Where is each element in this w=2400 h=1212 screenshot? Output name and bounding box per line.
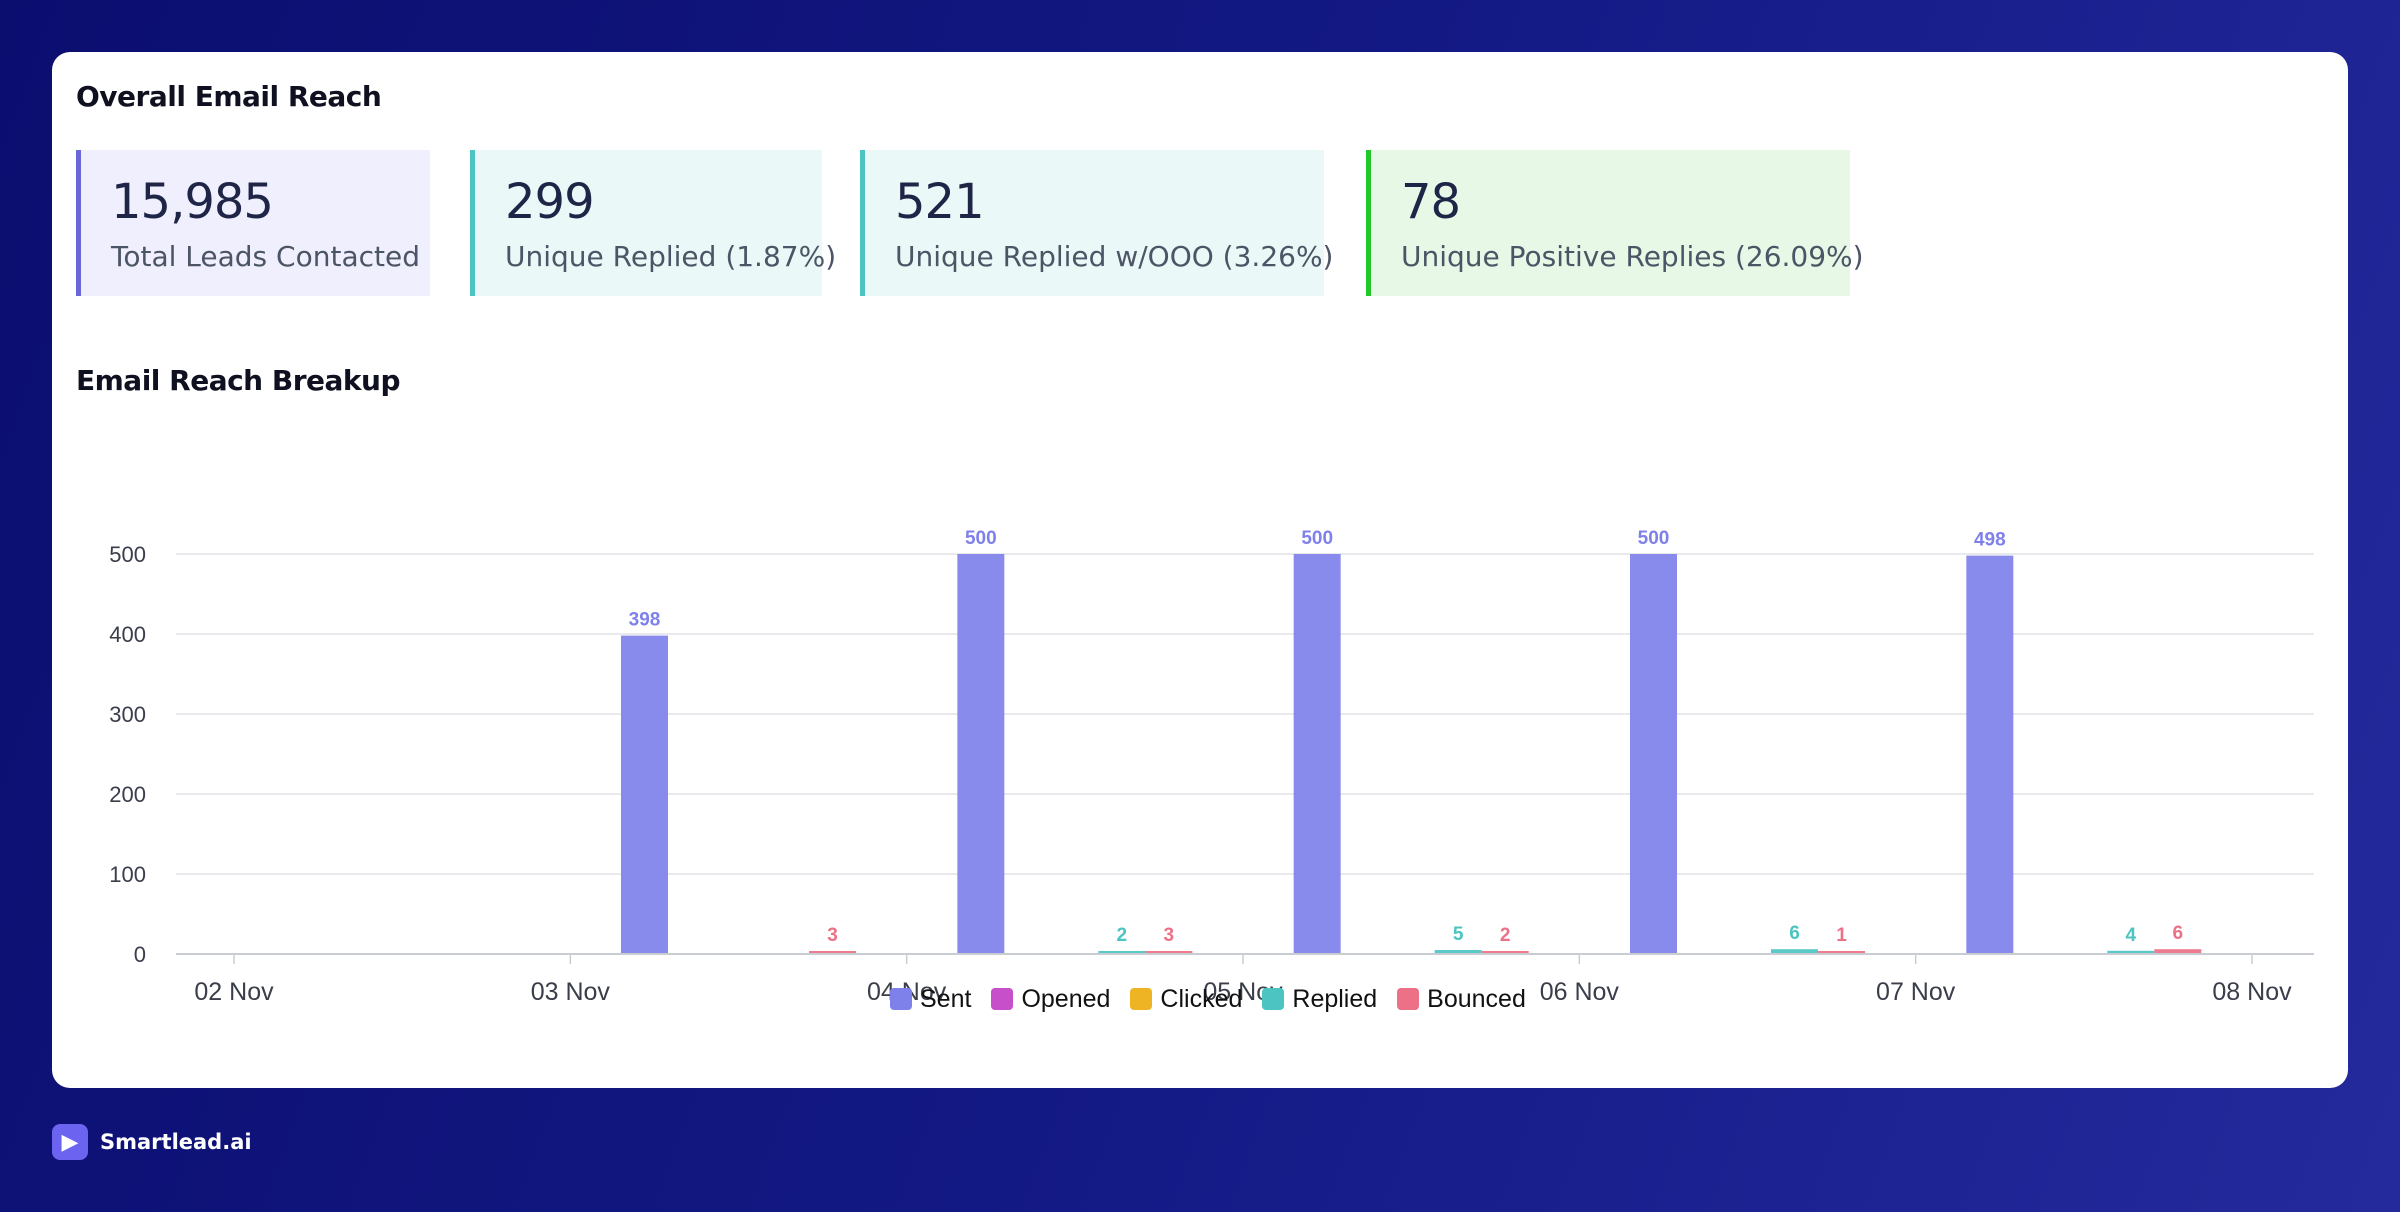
stat-label: Unique Replied w/OOO (3.26%) bbox=[895, 240, 1334, 273]
data-label: 5 bbox=[1453, 924, 1464, 945]
x-tick-label: 07 Nov bbox=[1876, 978, 1956, 1006]
legend-swatch bbox=[1130, 988, 1153, 1010]
bar-sent bbox=[1630, 554, 1677, 954]
x-tick-label: 08 Nov bbox=[2212, 978, 2292, 1006]
legend-label: Opened bbox=[1021, 984, 1111, 1013]
chart-legend: Sent Opened Clicked Replied Bounced bbox=[890, 982, 1546, 1016]
legend-item-replied[interactable]: Replied bbox=[1262, 985, 1377, 1014]
bar-replied bbox=[2107, 950, 2155, 954]
y-tick-label: 300 bbox=[109, 702, 146, 727]
stat-value: 521 bbox=[895, 174, 985, 230]
data-label: 398 bbox=[629, 610, 661, 631]
x-tick-label: 02 Nov bbox=[194, 978, 274, 1006]
stat-positive-replies: 78 Unique Positive Replies (26.09%) bbox=[1366, 150, 1864, 296]
y-tick-label: 100 bbox=[109, 862, 146, 887]
data-label: 2 bbox=[1117, 925, 1128, 946]
brand: ▶ Smartlead.ai bbox=[52, 1124, 252, 1160]
megaphone-icon: ▶ bbox=[52, 1124, 88, 1160]
legend-item-clicked[interactable]: Clicked bbox=[1130, 985, 1242, 1014]
y-tick-label: 200 bbox=[109, 782, 146, 807]
x-tick-label: 03 Nov bbox=[531, 978, 611, 1006]
data-label: 4 bbox=[2126, 925, 2137, 946]
stat-label: Unique Replied (1.87%) bbox=[505, 240, 837, 273]
legend-item-bounced[interactable]: Bounced bbox=[1397, 985, 1526, 1014]
legend-swatch bbox=[1262, 988, 1285, 1010]
bar-sent bbox=[957, 554, 1005, 954]
data-label: 3 bbox=[827, 925, 838, 946]
data-label: 500 bbox=[965, 528, 997, 549]
legend-swatch bbox=[890, 988, 912, 1010]
stat-label: Total Leads Contacted bbox=[111, 240, 420, 273]
email-reach-card: Overall Email Reach 15,985 Total Leads C… bbox=[52, 52, 2348, 1088]
breakup-title: Email Reach Breakup bbox=[76, 364, 401, 397]
stat-label: Unique Positive Replies (26.09%) bbox=[1401, 240, 1864, 273]
legend-swatch bbox=[1397, 988, 1420, 1010]
bar-replied bbox=[1098, 951, 1146, 954]
legend-item-opened[interactable]: Opened bbox=[991, 985, 1110, 1014]
data-label: 6 bbox=[2173, 923, 2184, 944]
data-label: 6 bbox=[1789, 923, 1800, 944]
stat-value: 78 bbox=[1401, 174, 1461, 230]
bar-bounced bbox=[2154, 949, 2202, 954]
data-label: 2 bbox=[1500, 925, 1511, 946]
stat-value: 15,985 bbox=[111, 174, 274, 230]
y-tick-label: 400 bbox=[109, 622, 146, 647]
bar-bounced bbox=[1481, 951, 1529, 954]
legend-label: Bounced bbox=[1427, 984, 1526, 1013]
y-tick-label: 500 bbox=[109, 542, 146, 567]
stat-unique-replied: 299 Unique Replied (1.87%) bbox=[470, 150, 836, 296]
y-tick-label: 0 bbox=[134, 942, 146, 967]
legend-label: Replied bbox=[1292, 984, 1378, 1013]
bar-bounced bbox=[1145, 951, 1193, 954]
data-label: 1 bbox=[1836, 925, 1847, 946]
overview-title: Overall Email Reach bbox=[76, 80, 382, 113]
bar-bounced bbox=[809, 951, 856, 954]
bar-sent bbox=[1966, 555, 2014, 954]
data-label: 500 bbox=[1638, 528, 1670, 549]
data-label: 498 bbox=[1974, 530, 2006, 551]
bar-replied bbox=[1771, 949, 1818, 954]
bar-replied bbox=[1434, 950, 1482, 954]
data-label: 500 bbox=[1301, 528, 1333, 549]
bar-sent bbox=[621, 635, 668, 954]
bar-sent bbox=[1293, 554, 1341, 954]
x-tick-label: 06 Nov bbox=[1540, 978, 1620, 1006]
data-label: 3 bbox=[1164, 925, 1175, 946]
stat-unique-replied-ooo: 521 Unique Replied w/OOO (3.26%) bbox=[860, 150, 1333, 296]
brand-name: Smartlead.ai bbox=[100, 1130, 252, 1154]
legend-swatch bbox=[991, 988, 1014, 1010]
stat-total-leads: 15,985 Total Leads Contacted bbox=[76, 150, 430, 296]
bar-bounced bbox=[1818, 951, 1865, 954]
legend-label: Sent bbox=[920, 984, 972, 1013]
legend-item-sent[interactable]: Sent bbox=[890, 985, 971, 1014]
legend-label: Clicked bbox=[1160, 984, 1243, 1013]
stat-value: 299 bbox=[505, 174, 595, 230]
